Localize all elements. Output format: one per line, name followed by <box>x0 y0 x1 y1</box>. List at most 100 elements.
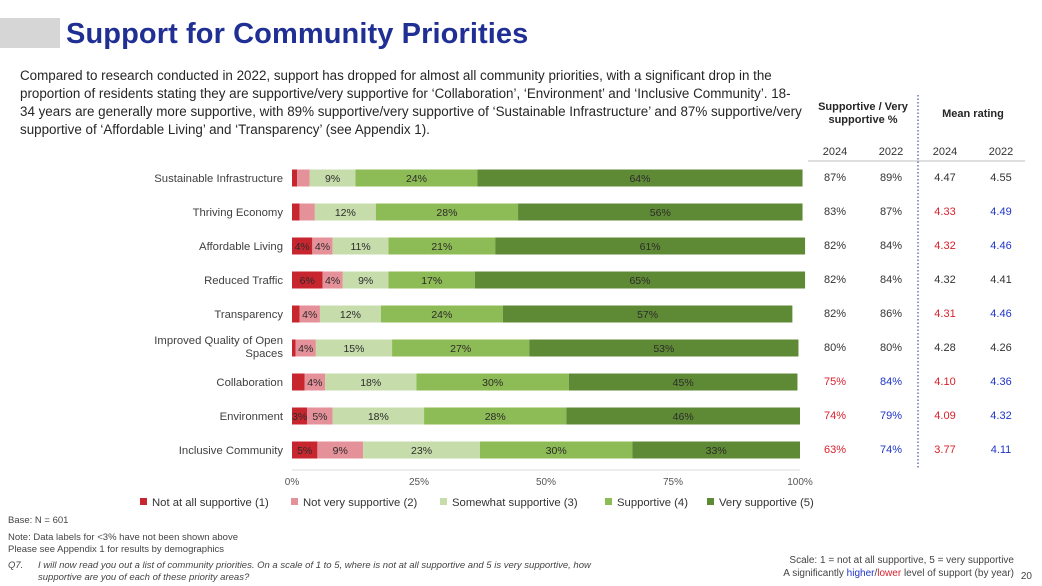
table-cell: 4.10 <box>934 376 956 388</box>
legend-item: Very supportive (5) <box>707 497 814 509</box>
category-label: Improved Quality of Open Spaces <box>154 335 283 360</box>
table-cell: 75% <box>823 376 847 388</box>
bar-segment <box>304 373 326 391</box>
bar-segment <box>424 407 567 425</box>
legend-label: Supportive (4) <box>617 497 688 509</box>
data-label: 9% <box>325 173 340 185</box>
x-tick-label: 50% <box>536 477 556 488</box>
sig-prefix: A significantly <box>783 568 847 579</box>
bar-segment <box>568 373 798 391</box>
question-text: I will now read you out a list of commun… <box>38 560 591 583</box>
x-tick-label: 25% <box>409 477 429 488</box>
chart-legend: Not at all supportive (1) Not very suppor… <box>140 497 840 513</box>
legend-label: Very supportive (5) <box>719 497 814 509</box>
year-header: 2022 <box>988 146 1014 158</box>
sig-higher: higher <box>846 568 875 579</box>
data-label: 28% <box>436 207 457 219</box>
category-label: Affordable Living <box>199 241 283 253</box>
table-cell: 4.09 <box>934 410 956 422</box>
year-header: 2022 <box>878 146 904 158</box>
table-cell: 4.32 <box>934 240 956 252</box>
bar-segment <box>632 441 800 459</box>
table-cell: 4.41 <box>990 274 1012 286</box>
legend-swatch <box>440 498 447 505</box>
bar-segment <box>292 373 305 391</box>
category-label: Thriving Economy <box>193 207 284 219</box>
title-accent-block <box>0 18 60 48</box>
bar-segment <box>299 203 315 221</box>
table-cell: 4.46 <box>990 308 1012 320</box>
bar-segment <box>388 271 475 289</box>
category-label: Transparency <box>214 309 283 321</box>
bar-segment <box>518 203 803 221</box>
bar-segment <box>295 339 316 357</box>
bar-segment <box>474 271 806 289</box>
legend-swatch <box>605 498 612 505</box>
data-label: 61% <box>640 241 661 253</box>
scale-note: Scale: 1 = not at all supportive, 5 = ve… <box>789 555 1014 566</box>
bar-segment <box>495 237 806 255</box>
bar-segment <box>325 373 417 391</box>
category-label: Sustainable Infrastructure <box>154 173 283 185</box>
bar-segment <box>292 237 313 255</box>
category-label: Inclusive Community <box>179 445 284 457</box>
data-label: 64% <box>629 173 650 185</box>
data-label: 53% <box>653 343 674 355</box>
data-label: 4% <box>298 343 313 355</box>
data-label: 12% <box>335 207 356 219</box>
category-label-line: Affordable Living <box>199 241 283 253</box>
category-label-line: Environment <box>220 411 284 423</box>
intro-paragraph: Compared to research conducted in 2022, … <box>20 68 802 137</box>
table-cell: 4.28 <box>934 342 956 354</box>
table-cell: 4.33 <box>934 206 956 218</box>
table-cell: 4.46 <box>990 240 1012 252</box>
table-cell: 87% <box>823 172 847 184</box>
data-label: 9% <box>358 275 373 287</box>
bar-segment <box>317 441 364 459</box>
bar-segment <box>292 339 296 357</box>
bar-segment <box>375 203 519 221</box>
bar-segment <box>479 441 633 459</box>
data-label: 5% <box>312 411 327 423</box>
bar-segment <box>315 339 393 357</box>
data-label: 45% <box>673 377 694 389</box>
table-cell: 84% <box>879 274 903 286</box>
category-label-line: Improved Quality of Open <box>154 335 283 347</box>
table-cell: 63% <box>823 444 847 456</box>
bar-segment <box>332 237 389 255</box>
data-label: 11% <box>350 241 370 253</box>
data-label: 18% <box>360 377 381 389</box>
bar-segment <box>307 407 333 425</box>
data-label: 30% <box>546 445 567 457</box>
note-data-labels: Note: Data labels for <3% have not been … <box>8 532 238 543</box>
category-label-line: Inclusive Community <box>179 445 284 457</box>
category-label-line: Reduced Traffic <box>204 275 283 287</box>
table-cell: 3.77 <box>934 444 956 456</box>
sig-lower: lower <box>877 568 902 579</box>
data-label: 27% <box>450 343 471 355</box>
data-label: 5% <box>297 445 312 457</box>
table-cell: 84% <box>879 240 903 252</box>
legend-swatch <box>291 498 298 505</box>
page-title: Support for Community Priorities <box>66 18 529 50</box>
bar-segment <box>292 203 300 221</box>
table-cell: 4.11 <box>990 444 1012 456</box>
table-cell: 82% <box>823 274 847 286</box>
data-label: 12% <box>340 309 361 321</box>
sig-suffix: level of support (by year) <box>901 568 1014 579</box>
legend-label: Not at all supportive (1) <box>152 497 269 509</box>
legend-item: Supportive (4) <box>605 497 688 509</box>
category-label: Reduced Traffic <box>204 275 283 287</box>
note-appendix: Please see Appendix 1 for results by dem… <box>8 544 224 555</box>
bar-segment <box>299 305 320 323</box>
table-cell: 74% <box>823 410 847 422</box>
table-cell: 74% <box>879 444 903 456</box>
question-prefix: Q7. <box>8 560 24 571</box>
data-label: 28% <box>485 411 506 423</box>
bar-segment <box>502 305 793 323</box>
table-cell: 89% <box>879 172 903 184</box>
bar-segment <box>312 237 333 255</box>
data-label: 46% <box>673 411 694 423</box>
x-tick-label: 75% <box>663 477 683 488</box>
